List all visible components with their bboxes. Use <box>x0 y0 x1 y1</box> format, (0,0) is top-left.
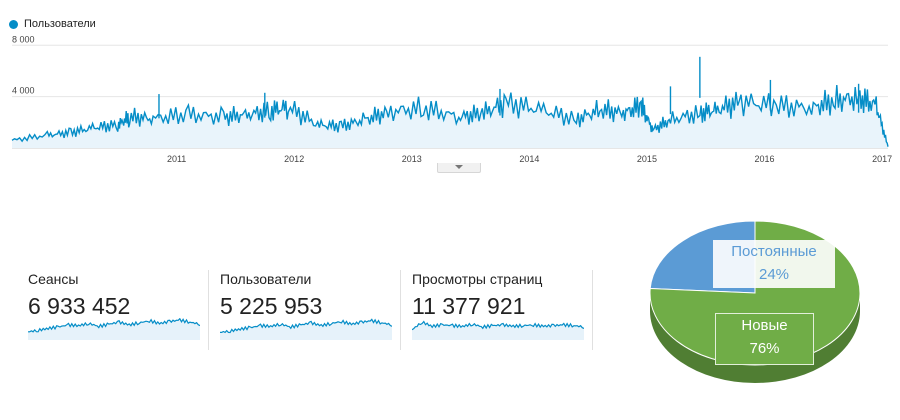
x-tick-label: 2012 <box>284 154 304 164</box>
metric-label: Сеансы <box>28 271 79 287</box>
pie-slice-name: Постоянные <box>731 243 817 260</box>
sparkline-line <box>28 318 200 333</box>
series-line <box>11 85 889 147</box>
metric-divider <box>400 270 401 350</box>
series-area-fill <box>12 85 888 148</box>
sparkline-line <box>220 318 392 334</box>
x-tick-label: 2016 <box>755 154 775 164</box>
x-tick-label: 2013 <box>402 154 422 164</box>
pie-label-returning: Постоянные 24% <box>713 240 835 288</box>
x-tick-label: 2014 <box>519 154 539 164</box>
y-tick-label: 8 000 <box>12 34 35 44</box>
legend-label: Пользователи <box>24 18 96 30</box>
sessions-sparkline <box>28 318 200 340</box>
metric-users[interactable]: Пользователи 5 225 953 <box>220 270 400 350</box>
chevron-down-icon <box>455 165 463 169</box>
metric-value: 6 933 452 <box>28 293 131 319</box>
metric-pageviews[interactable]: Просмотры страниц 11 377 921 <box>412 270 592 350</box>
pageviews-sparkline <box>412 320 584 340</box>
users-line-chart[interactable]: 8 000 4 000 2011 2012 2013 2014 2015 2016 2017 <box>0 30 900 165</box>
users-sparkline <box>220 318 392 340</box>
x-tick-label: 2015 <box>637 154 657 164</box>
pie-slice-percent: 24% <box>758 266 790 283</box>
metric-label: Пользователи <box>220 271 312 287</box>
metric-divider <box>592 270 593 350</box>
pie-slice-name: Новые <box>741 317 788 334</box>
x-tick-label: 2011 <box>167 154 186 164</box>
metric-value: 11 377 921 <box>412 293 526 319</box>
chart-legend[interactable]: Пользователи <box>9 16 96 32</box>
metric-label: Просмотры страниц <box>412 271 543 287</box>
metric-sessions[interactable]: Сеансы 6 933 452 <box>28 270 208 350</box>
x-tick-label: 2017 <box>872 154 892 164</box>
pie-slice-percent: 76% <box>749 340 780 357</box>
pie-label-new: Новые 76% <box>715 313 814 365</box>
legend-dot-icon <box>9 19 18 29</box>
metric-value: 5 225 953 <box>220 293 323 319</box>
y-tick-label: 4 000 <box>12 86 35 96</box>
sparkline-area <box>220 319 392 340</box>
metric-divider <box>208 270 209 350</box>
chart-collapse-toggle[interactable] <box>437 163 481 173</box>
sparkline-area <box>28 318 200 340</box>
sparkline-line <box>412 320 584 331</box>
